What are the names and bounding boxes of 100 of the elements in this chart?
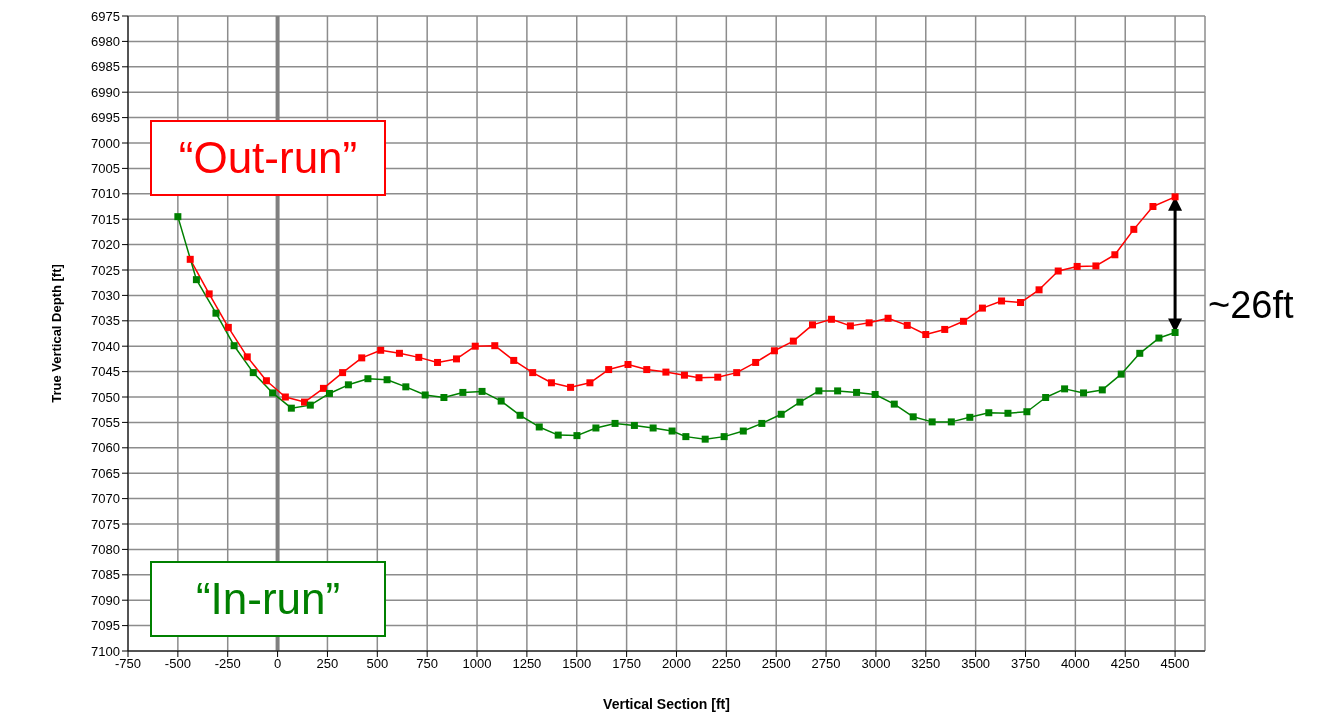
point — [714, 373, 722, 381]
point — [1117, 370, 1125, 378]
point — [1092, 262, 1100, 270]
point — [212, 309, 220, 317]
point — [281, 393, 289, 401]
point — [319, 384, 327, 392]
point — [358, 354, 366, 362]
point — [1042, 394, 1050, 402]
y-tick-label: 7030 — [91, 288, 120, 304]
point — [440, 394, 448, 402]
point — [269, 389, 277, 397]
point — [890, 400, 898, 408]
point — [205, 290, 213, 298]
x-tick-label: -250 — [214, 656, 241, 672]
y-tick-label: 6995 — [91, 110, 120, 126]
point — [1130, 225, 1138, 233]
point — [720, 433, 728, 441]
point — [395, 349, 403, 357]
point — [1111, 251, 1119, 259]
x-tick-label: 3750 — [1011, 656, 1040, 672]
point — [884, 314, 892, 322]
y-tick-label: 7050 — [91, 389, 120, 405]
y-tick-label: 7035 — [91, 313, 120, 329]
point — [701, 435, 709, 443]
point — [682, 433, 690, 441]
y-tick-label: 7010 — [91, 186, 120, 202]
x-tick-label: -750 — [114, 656, 142, 672]
point — [421, 391, 429, 399]
point — [1023, 408, 1031, 416]
x-tick-label: 2750 — [811, 656, 841, 672]
point — [978, 304, 986, 312]
point — [554, 431, 562, 439]
point — [573, 432, 581, 440]
point — [909, 413, 917, 421]
point — [865, 319, 873, 327]
point — [662, 368, 670, 376]
point — [434, 358, 442, 366]
point — [243, 353, 251, 361]
x-tick-label: 3000 — [861, 656, 891, 672]
point — [966, 413, 974, 421]
point — [192, 276, 200, 284]
y-tick-label: 7085 — [91, 567, 120, 583]
y-tick-label: 7040 — [91, 338, 120, 354]
text: “In-run” — [150, 561, 386, 637]
point — [1171, 328, 1179, 336]
point — [478, 387, 486, 395]
point — [249, 369, 257, 377]
point — [306, 401, 314, 409]
y-tick-label: 7005 — [91, 161, 120, 177]
y-tick-label: 7055 — [91, 415, 120, 431]
point — [758, 419, 766, 427]
point — [834, 387, 842, 395]
text: ~26ft — [1208, 284, 1294, 327]
y-tick-label: 6990 — [91, 84, 120, 100]
point — [230, 342, 238, 350]
point — [624, 360, 632, 368]
point — [224, 323, 232, 331]
x-tick-label: 3250 — [911, 656, 941, 672]
point — [1004, 409, 1012, 417]
y-tick-label: 7045 — [91, 364, 120, 380]
x-axis-title: Vertical Section [ft] — [603, 696, 730, 712]
point — [586, 379, 594, 387]
y-tick-label: 7100 — [91, 643, 120, 659]
y-tick-label: 6980 — [91, 34, 120, 50]
point — [947, 418, 955, 426]
point — [695, 374, 703, 382]
point — [510, 356, 518, 364]
point — [1073, 262, 1081, 270]
point — [516, 411, 524, 419]
point — [186, 255, 194, 263]
point — [1054, 267, 1062, 275]
x-tick-label: 3500 — [961, 656, 991, 672]
x-tick-label: 500 — [366, 656, 389, 672]
point — [287, 404, 295, 412]
point — [471, 342, 479, 350]
point — [871, 390, 879, 398]
point — [497, 397, 505, 405]
x-tick-label: 1250 — [512, 656, 542, 672]
point — [680, 371, 688, 379]
y-tick-label: 7065 — [91, 465, 120, 481]
point — [1080, 389, 1088, 397]
point — [853, 388, 861, 396]
point — [1155, 334, 1163, 342]
point — [739, 427, 747, 435]
y-tick-label: 7080 — [91, 542, 120, 558]
x-tick-label: 2250 — [711, 656, 741, 672]
x-tick-label: 1500 — [562, 656, 592, 672]
point — [928, 418, 936, 426]
y-tick-label: 7020 — [91, 237, 120, 253]
x-tick-label: 2000 — [662, 656, 691, 672]
point — [808, 321, 816, 329]
point — [364, 375, 372, 383]
point — [998, 297, 1006, 305]
point — [611, 419, 619, 427]
point — [344, 381, 352, 389]
point — [815, 387, 823, 395]
point — [529, 369, 537, 377]
point — [452, 355, 460, 363]
point — [922, 331, 930, 339]
point — [415, 353, 423, 361]
